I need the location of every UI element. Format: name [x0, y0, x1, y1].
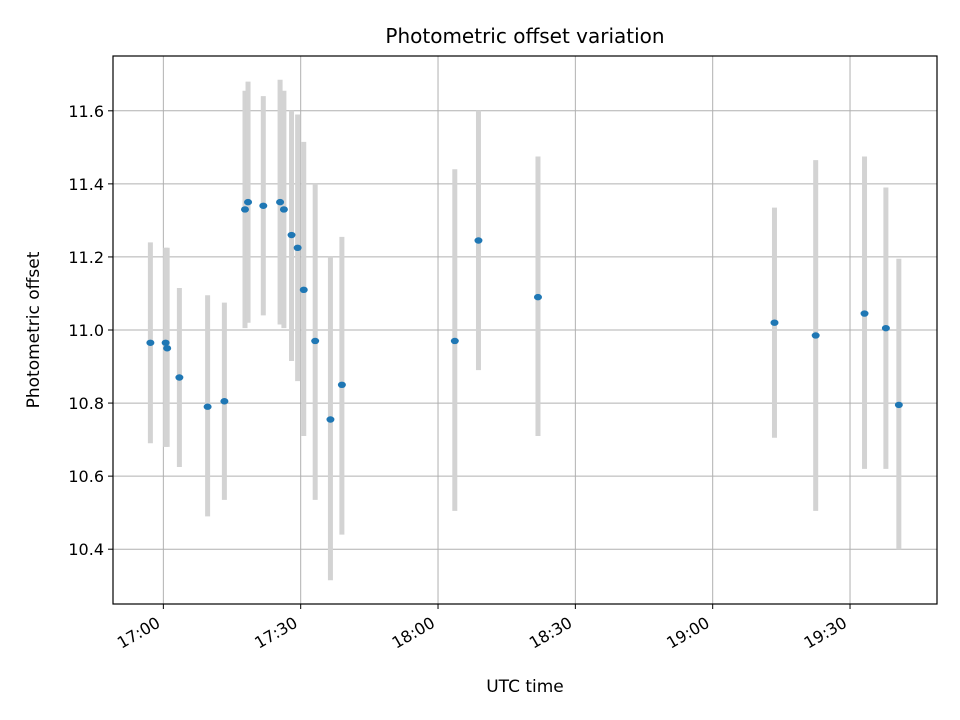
data-point	[287, 231, 296, 239]
data-point	[175, 374, 184, 381]
x-tick-label: 18:00	[389, 613, 438, 653]
y-tick-label: 10.4	[68, 540, 104, 559]
data-point	[240, 206, 249, 213]
data-point	[811, 332, 820, 339]
data-point	[881, 324, 890, 332]
data-point	[276, 198, 285, 206]
y-tick-label: 10.6	[68, 467, 104, 486]
data-point	[161, 339, 170, 346]
y-tick-label: 10.8	[68, 394, 104, 413]
y-axis-label: Photometric offset	[24, 251, 44, 408]
x-tick-label: 19:00	[663, 613, 712, 653]
y-tick-label: 11.0	[68, 321, 104, 340]
data-point	[474, 237, 483, 244]
data-point	[299, 286, 308, 294]
x-tick-label: 18:30	[526, 613, 575, 653]
data-point	[220, 398, 229, 405]
x-tick-label: 19:30	[801, 613, 850, 653]
x-tick-label: 17:00	[114, 613, 163, 653]
data-point	[293, 244, 302, 251]
data-point	[894, 401, 903, 409]
data-point	[163, 345, 172, 352]
y-tick-label: 11.6	[68, 102, 104, 121]
data-point	[203, 403, 212, 410]
data-point	[279, 206, 288, 213]
data-point	[311, 337, 320, 345]
x-axis-ticks: 17:00 17:30 18:00 18:30 19:00 19:30	[114, 604, 851, 653]
data-point	[450, 337, 459, 345]
y-axis-ticks: 10.4 10.6 10.8 11.0 11.2 11.4 11.6	[68, 102, 113, 559]
y-tick-label: 11.4	[68, 175, 104, 194]
y-tick-label: 11.2	[68, 248, 104, 267]
data-points	[146, 198, 903, 423]
data-point	[860, 310, 869, 317]
x-tick-label: 17:30	[251, 613, 300, 653]
data-point	[244, 198, 253, 206]
chart-title: Photometric offset variation	[385, 24, 664, 48]
data-point	[326, 416, 335, 423]
x-axis-label: UTC time	[486, 677, 564, 697]
data-point	[146, 339, 155, 346]
data-point	[770, 319, 779, 326]
data-point	[259, 202, 268, 209]
data-point	[337, 381, 346, 388]
data-point	[533, 293, 542, 301]
